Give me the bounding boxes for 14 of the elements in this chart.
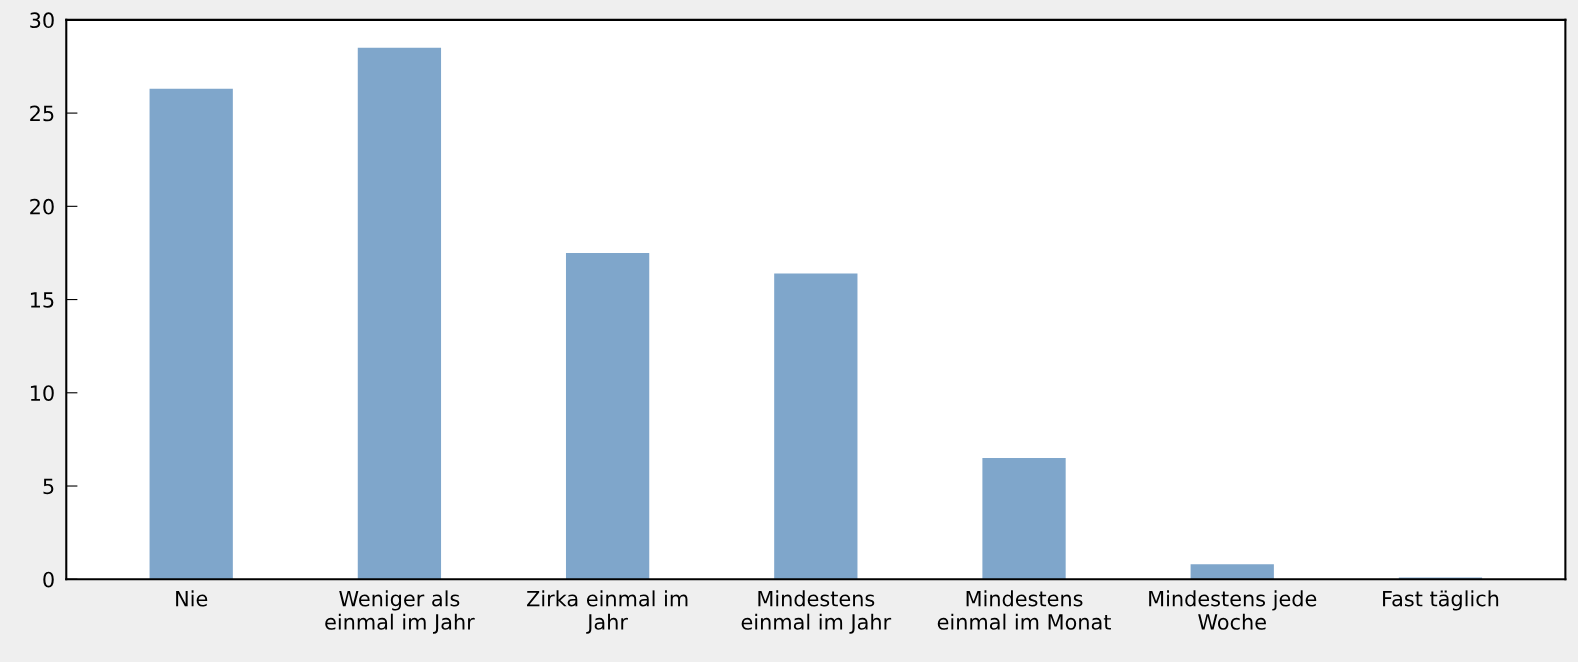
x-tick-label: Nie — [176, 590, 208, 607]
y-tick-label: 20 — [30, 198, 54, 215]
y-tick-label: 5 — [43, 478, 54, 495]
y-tick-label: 30 — [30, 12, 54, 29]
y-tick-label: 10 — [30, 385, 54, 401]
y-tick-label: 25 — [30, 105, 54, 122]
x-tick-label: Fast täglich — [1383, 590, 1499, 611]
x-tick-label: Weniger als einmal im Jahr — [325, 590, 475, 634]
x-tick-label: Mindestens jede Woche — [1149, 590, 1317, 630]
x-tick-label: Mindestens einmal im Monat — [937, 590, 1111, 630]
x-tick-label: Zirka einmal im Jahr — [527, 590, 688, 634]
y-tick-label: 15 — [30, 292, 54, 308]
y-tick-label: 0 — [43, 571, 54, 588]
x-tick-label: Mindestens einmal im Jahr — [741, 590, 892, 634]
